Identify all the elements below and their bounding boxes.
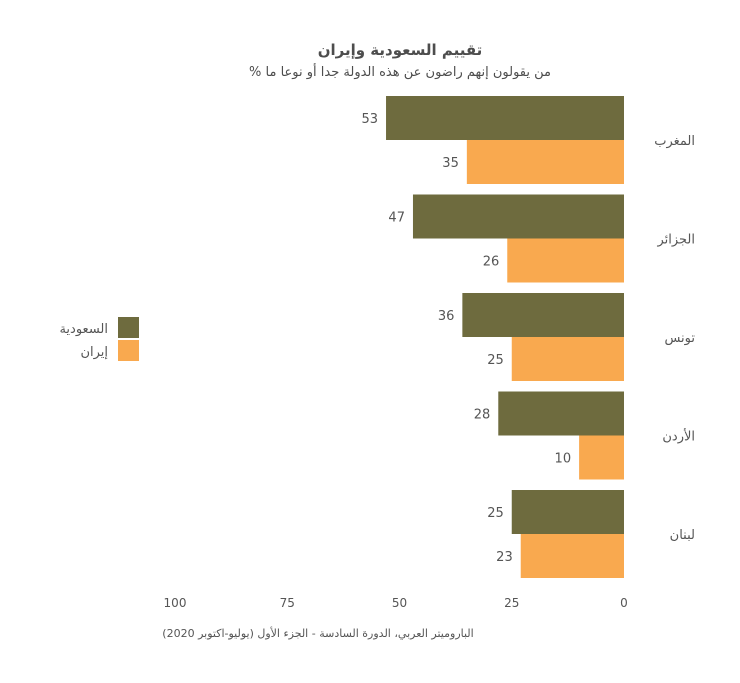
x-tick-label-1: 75: [280, 596, 295, 610]
category-label-2: تونس: [664, 331, 695, 346]
chart-subtitle: % من يقولون إنهم راضون عن هذه الدولة جدا…: [249, 63, 551, 80]
value-label-iran-2: 25: [487, 353, 504, 368]
value-label-saudi-4: 25: [487, 506, 504, 521]
bar-iran-2: [511, 337, 624, 381]
x-tick-label-2: 50: [392, 596, 407, 610]
value-label-saudi-3: 28: [474, 408, 491, 423]
bar-saudi-4: [511, 490, 624, 534]
value-labels-group: 53 35 47 26 36 25 28 10 25 23: [361, 112, 571, 565]
bars-group: [386, 96, 624, 578]
bar-saudi-0: [386, 96, 624, 140]
bar-iran-4: [520, 534, 624, 578]
bar-saudi-2: [462, 293, 624, 337]
value-label-saudi-0: 53: [361, 112, 378, 127]
bar-iran-0: [466, 140, 624, 184]
bar-saudi-3: [498, 391, 624, 436]
value-label-saudi-1: 47: [388, 211, 405, 226]
category-label-0: المغرب: [654, 134, 695, 149]
source-note: الباروميتر العربي، الدورة السادسة - الجز…: [162, 626, 473, 640]
chart-title: تقييم السعودية وإيران: [318, 41, 483, 59]
legend: السعودية إيران: [59, 317, 139, 361]
category-label-3: الأردن: [662, 428, 695, 445]
value-label-iran-3: 10: [555, 452, 572, 467]
bar-iran-3: [579, 435, 624, 480]
category-label-4: لبنان: [670, 528, 695, 543]
value-label-saudi-2: 36: [438, 309, 455, 324]
x-tick-label-0: 100: [164, 596, 187, 610]
x-axis-ticks: 100 75 50 25 0: [164, 596, 628, 610]
value-label-iran-1: 26: [483, 255, 500, 270]
value-label-iran-4: 23: [496, 550, 513, 565]
legend-label-saudi: السعودية: [59, 322, 108, 337]
category-labels-group: المغرب الجزائر تونس الأردن لبنان: [654, 134, 695, 543]
x-tick-label-4: 0: [620, 596, 628, 610]
bar-saudi-1: [412, 194, 624, 239]
category-label-1: الجزائر: [656, 233, 695, 248]
legend-swatch-iran: [118, 340, 139, 361]
bar-iran-1: [507, 238, 624, 283]
x-tick-label-3: 25: [504, 596, 519, 610]
legend-label-iran: إيران: [80, 345, 108, 360]
value-label-iran-0: 35: [442, 156, 459, 171]
legend-swatch-saudi: [118, 317, 139, 338]
